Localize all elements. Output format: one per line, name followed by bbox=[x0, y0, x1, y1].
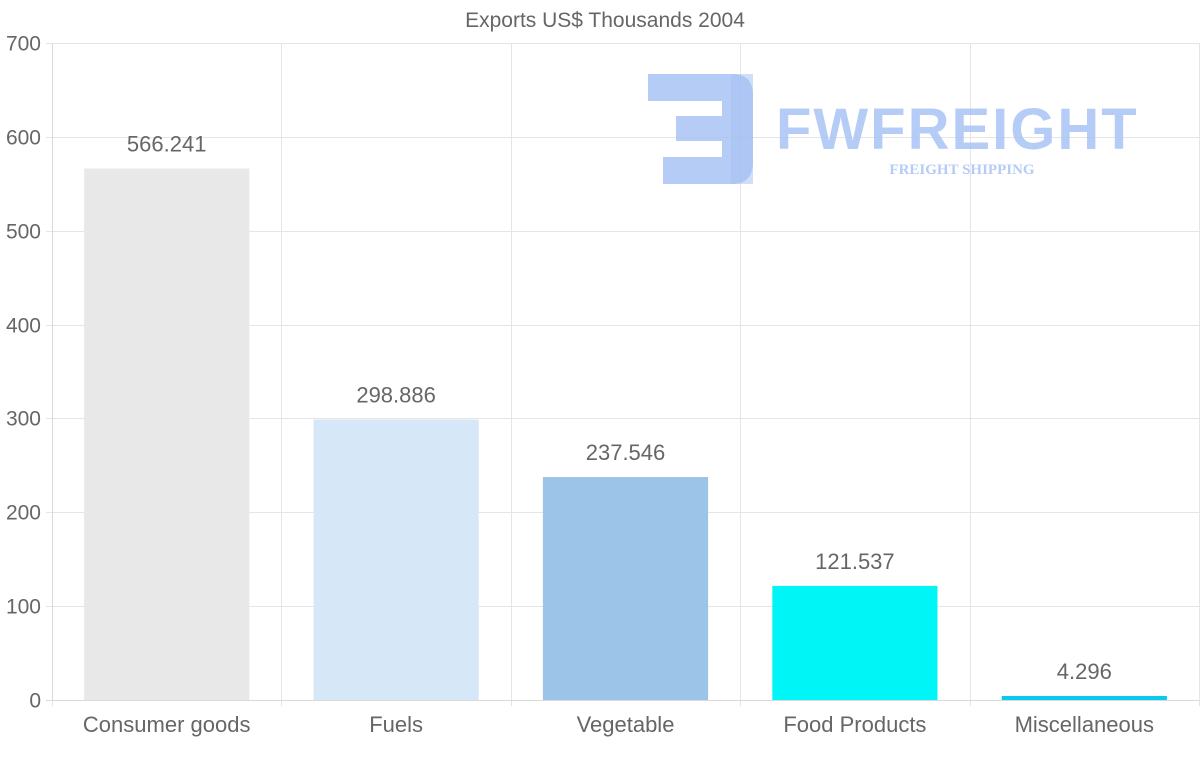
watermark-tagline-text: FREIGHT SHIPPING bbox=[889, 162, 1034, 178]
y-tick-label: 600 bbox=[6, 127, 41, 150]
watermark-brand-text: FWFREIGHT bbox=[776, 97, 1139, 162]
label-layer: 0 100 200 300 400 500 600 700 566.241 Consumer go… bbox=[6, 33, 1154, 738]
bar-food-products bbox=[772, 585, 938, 700]
axis-layer bbox=[46, 43, 1199, 701]
y-tick-label: 500 bbox=[6, 221, 41, 244]
x-category-label: Food Products bbox=[783, 712, 926, 737]
x-category-label: Vegetable bbox=[577, 712, 675, 737]
bar-vegetable bbox=[542, 477, 709, 700]
y-tick-label: 700 bbox=[6, 33, 41, 56]
data-label: 4.296 bbox=[1057, 659, 1112, 684]
y-tick-label: 400 bbox=[6, 315, 41, 338]
bar-layer bbox=[84, 168, 1167, 701]
x-category-label: Consumer goods bbox=[83, 712, 251, 737]
chart-title: Exports US$ Thousands 2004 bbox=[465, 9, 745, 32]
x-category-label: Fuels bbox=[369, 712, 423, 737]
x-category-label: Miscellaneous bbox=[1015, 712, 1154, 737]
data-label: 237.546 bbox=[586, 440, 666, 465]
y-tick-label: 0 bbox=[29, 690, 41, 713]
data-label: 121.537 bbox=[815, 549, 895, 574]
y-tick-label: 300 bbox=[6, 408, 41, 431]
logo-mark-icon bbox=[648, 74, 753, 184]
data-label: 566.241 bbox=[127, 132, 207, 157]
watermark-logo: FWFREIGHT FREIGHT SHIPPING bbox=[648, 74, 1139, 184]
y-tick-label: 100 bbox=[6, 596, 41, 619]
bar-consumer-goods bbox=[84, 168, 250, 701]
bar-fuels bbox=[313, 419, 479, 700]
y-tick-label: 200 bbox=[6, 502, 41, 525]
data-label: 298.886 bbox=[356, 382, 436, 407]
bar-miscellaneous bbox=[1001, 695, 1167, 700]
